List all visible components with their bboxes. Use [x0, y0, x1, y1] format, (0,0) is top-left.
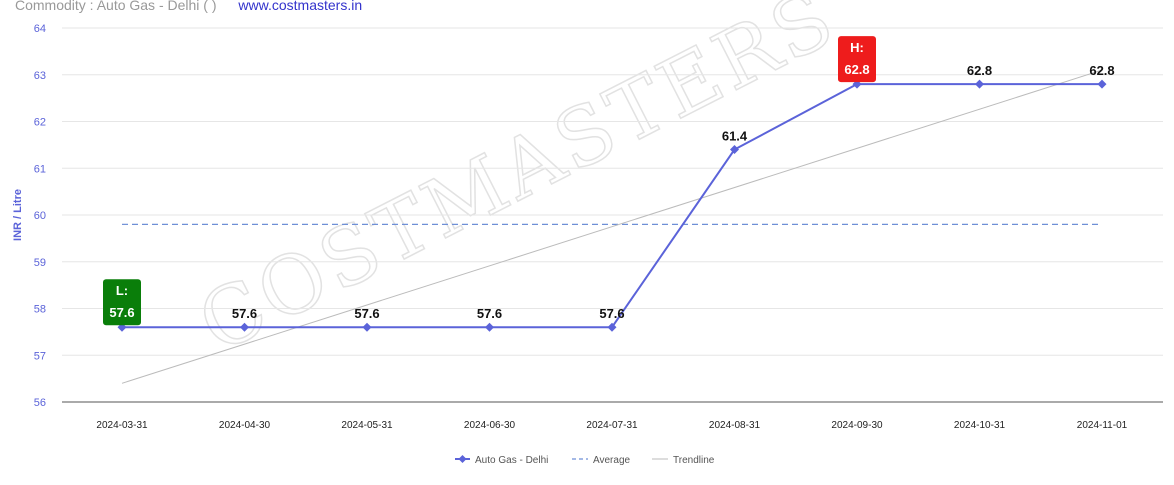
data-label: 57.6 — [477, 306, 502, 321]
data-label: 62.8 — [1089, 63, 1114, 78]
data-point-marker — [1097, 79, 1107, 89]
high-low-badges: L: 57.6 H: 62.8 — [103, 36, 876, 326]
y-tick-label: 60 — [34, 210, 46, 222]
high-badge-value: 62.8 — [844, 62, 869, 77]
data-point-marker — [240, 322, 249, 332]
y-tick-label: 59 — [34, 257, 46, 269]
x-tick-label: 2024-08-31 — [709, 420, 761, 431]
y-tick-label: 64 — [34, 23, 46, 35]
x-tick-label: 2024-10-31 — [954, 420, 1006, 431]
chart-title: Commodity : Auto Gas - Delhi ( ) — [15, 0, 217, 13]
y-tick-label: 58 — [34, 304, 46, 316]
low-badge-box — [103, 279, 141, 326]
high-badge-label: H: — [850, 40, 864, 55]
data-label: 57.6 — [599, 306, 624, 321]
legend-series-label: Auto Gas - Delhi — [475, 455, 548, 466]
low-badge-value: 57.6 — [109, 305, 134, 320]
data-label: 57.6 — [232, 306, 257, 321]
data-label: 61.4 — [722, 129, 748, 144]
x-tick-label: 2024-07-31 — [586, 420, 638, 431]
data-labels: 57.6 57.6 57.6 57.6 61.4 62.8 62.8 — [232, 63, 1115, 321]
axes: 56 57 58 59 60 61 62 63 64 INR / Litre 2024-03-31 2… — [12, 23, 1128, 431]
x-tick-label: 2024-09-30 — [831, 420, 883, 431]
legend-trendline-label: Trendline — [673, 455, 715, 466]
y-tick-label: 56 — [34, 397, 46, 409]
trendline-layer — [121, 69, 1103, 384]
chart-header: Commodity : Auto Gas - Delhi ( ) www.cos… — [15, 0, 362, 17]
data-point-marker — [730, 145, 739, 155]
site-link[interactable]: www.costmasters.in — [238, 0, 363, 13]
watermark-layer: COSTMASTERS — [184, 0, 852, 372]
data-label: 57.6 — [354, 306, 379, 321]
series-layer — [117, 79, 1107, 332]
x-tick-label: 2024-04-30 — [219, 420, 271, 431]
trendline — [121, 69, 1103, 384]
data-point-marker — [362, 322, 372, 332]
x-tick-label: 2024-11-01 — [1077, 420, 1128, 431]
x-tick-label: 2024-03-31 — [96, 420, 148, 431]
data-point-marker — [607, 322, 617, 332]
y-tick-label: 61 — [34, 163, 46, 175]
x-tick-label: 2024-05-31 — [341, 420, 393, 431]
low-badge-label: L: — [116, 283, 128, 298]
y-tick-label: 57 — [34, 350, 46, 362]
x-tick-label: 2024-06-30 — [464, 420, 516, 431]
legend-series-marker — [458, 455, 467, 463]
data-point-marker — [975, 79, 984, 89]
watermark-text: COSTMASTERS — [184, 0, 850, 371]
high-badge: H: 62.8 — [838, 36, 876, 83]
legend: Auto Gas - Delhi Average Trendline — [455, 455, 715, 466]
y-axis-title: INR / Litre — [12, 189, 24, 241]
low-badge: L: 57.6 — [103, 279, 141, 326]
y-tick-label: 63 — [34, 70, 46, 82]
y-tick-label: 62 — [34, 117, 46, 129]
data-point-marker — [485, 322, 494, 332]
legend-average-label: Average — [593, 455, 631, 466]
data-label: 62.8 — [967, 63, 992, 78]
gridlines — [62, 27, 1163, 403]
high-badge-box — [838, 36, 876, 83]
